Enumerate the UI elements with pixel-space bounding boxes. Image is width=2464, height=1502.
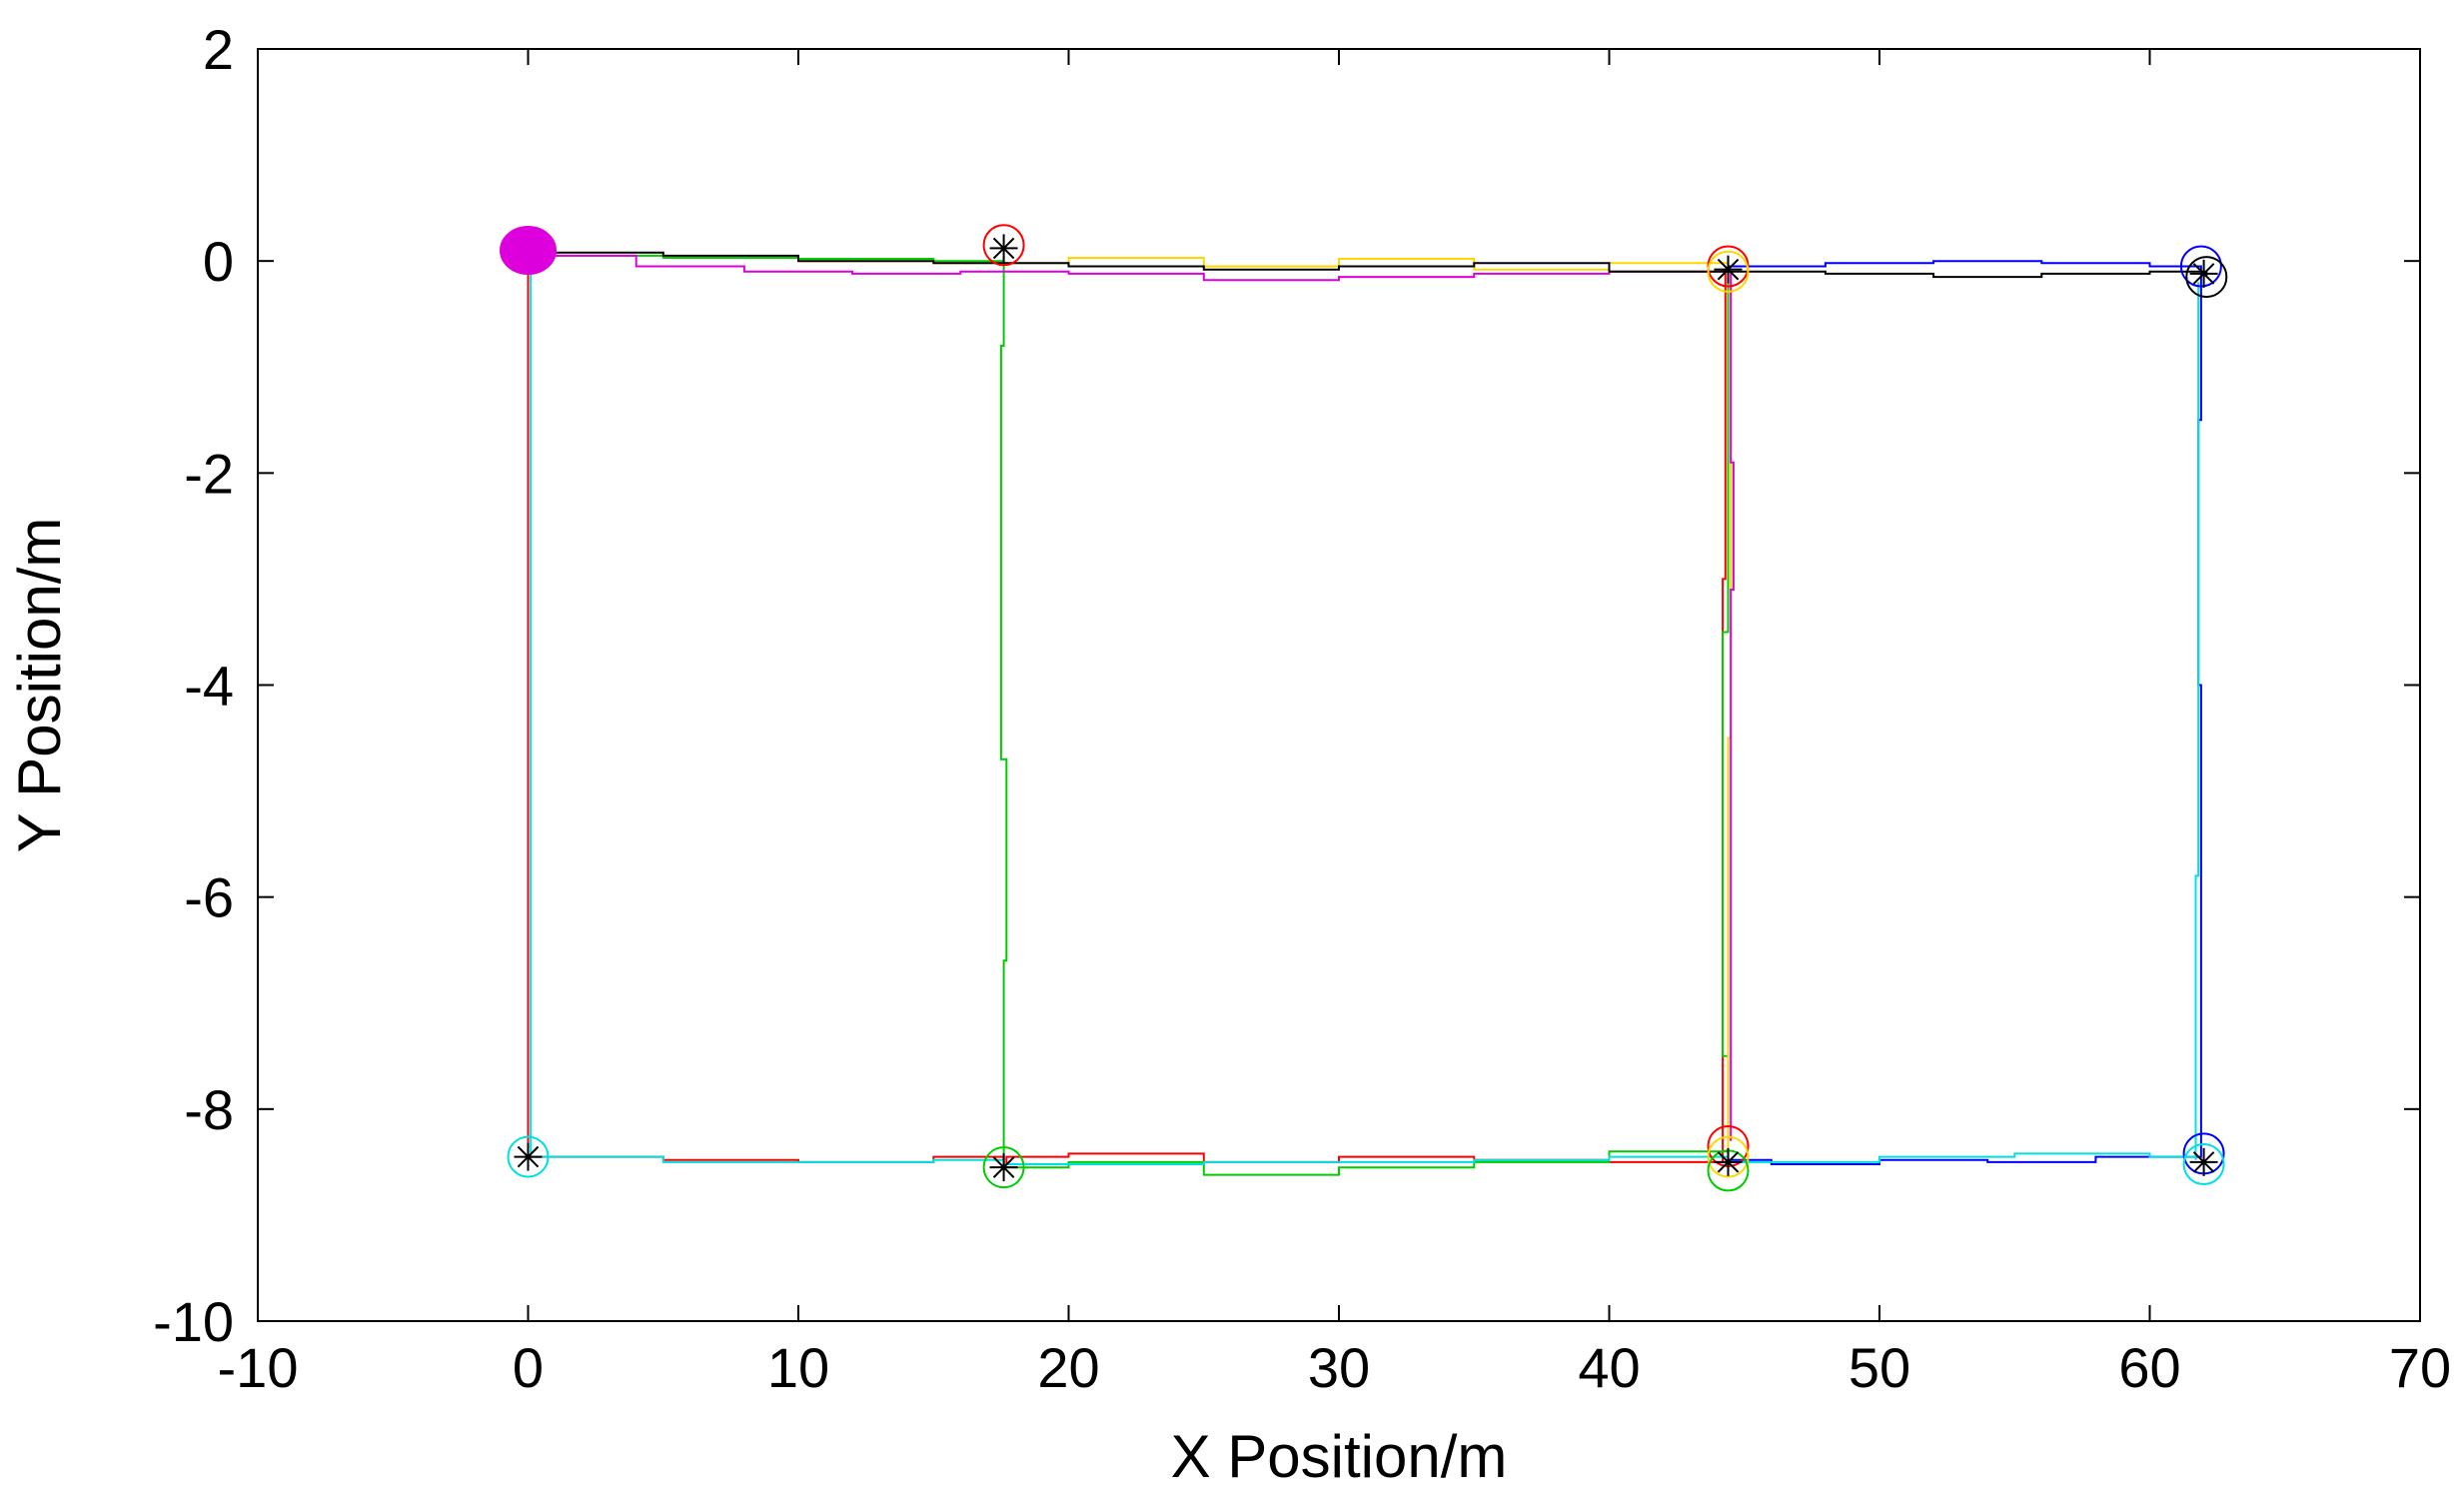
- x-tick-label: 20: [1037, 1336, 1099, 1399]
- series-line-0: [527, 255, 1727, 1165]
- x-axis-label: X Position/m: [1171, 1423, 1508, 1490]
- y-axis-label: Y Position/m: [6, 518, 73, 853]
- series-line-1: [536, 254, 1730, 1176]
- x-tick-label: 10: [767, 1336, 829, 1399]
- x-tick-label: 60: [2118, 1336, 2180, 1399]
- y-tick-label: 0: [203, 230, 234, 293]
- x-tick-label: 0: [513, 1336, 544, 1399]
- landmark-asterisk: [1714, 255, 1743, 284]
- landmark-asterisk: [2189, 259, 2218, 288]
- series-line-2: [798, 257, 1733, 1157]
- y-tick-label: -2: [184, 442, 234, 505]
- estimate-circle: [982, 224, 1025, 267]
- landmark-asterisk: [2189, 1147, 2218, 1176]
- estimate-circle: [1707, 250, 1750, 293]
- start-marker: [500, 226, 557, 276]
- x-tick-label: 30: [1308, 1336, 1370, 1399]
- series-line-6: [530, 249, 2200, 1165]
- x-tick-label: 50: [1848, 1336, 1910, 1399]
- series-line-4: [542, 251, 2208, 279]
- estimate-circle: [2182, 1142, 2225, 1185]
- y-tick-label: -4: [184, 655, 234, 718]
- estimate-circle: [507, 1135, 550, 1178]
- series-line-3: [536, 254, 1735, 1141]
- landmark-asterisk: [514, 1142, 543, 1171]
- series-line-5: [1727, 260, 2202, 1165]
- y-tick-label: -8: [184, 1078, 234, 1141]
- landmark-asterisk: [989, 1153, 1018, 1182]
- estimate-circle: [2185, 256, 2228, 299]
- y-tick-label: -10: [153, 1290, 234, 1353]
- x-tick-label: -10: [218, 1336, 299, 1399]
- y-tick-label: -6: [184, 866, 234, 929]
- x-tick-label: 70: [2389, 1336, 2451, 1399]
- y-tick-label: 2: [203, 18, 234, 81]
- estimate-circle: [982, 1146, 1025, 1189]
- estimate-circle: [2179, 245, 2222, 288]
- x-tick-label: 40: [1578, 1336, 1640, 1399]
- landmark-asterisk: [989, 234, 1018, 263]
- axes-box: [257, 48, 2421, 1322]
- landmark-asterisk: [1714, 1147, 1743, 1176]
- estimate-circle: [1707, 1135, 1750, 1178]
